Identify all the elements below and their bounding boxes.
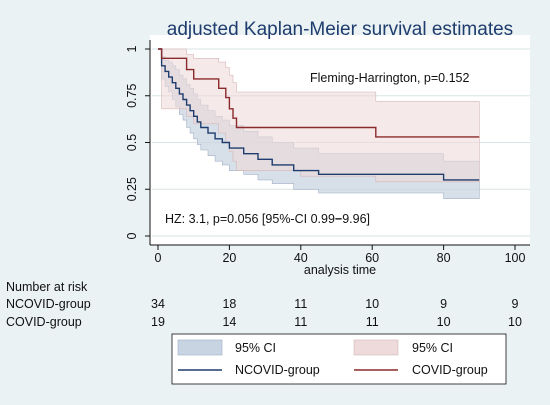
risk-row-label: COVID-group	[6, 315, 82, 329]
legend-band-covid-label: 95% CI	[412, 341, 453, 355]
survival-line-covid	[158, 48, 480, 138]
risk-count: 10	[508, 315, 522, 329]
risk-row-label: NCOVID-group	[6, 297, 91, 311]
risk-count: 14	[222, 315, 236, 329]
chart-title: adjusted Kaplan-Meier survival estimates	[167, 19, 513, 40]
test-annotation: Fleming-Harrington, p=0.152	[310, 71, 470, 85]
legend-band-ncovid-label: 95% CI	[235, 341, 276, 355]
x-axis-label: analysis time	[304, 263, 376, 277]
risk-count: 34	[151, 297, 165, 311]
risk-count: 11	[366, 315, 379, 329]
y-tick-label: 0.75	[125, 84, 139, 108]
risk-count: 11	[294, 297, 307, 311]
survival-lines	[158, 48, 480, 181]
hazard-text: HZ: 3.1, p=0.056 [95%-CI 0.99	[165, 212, 335, 226]
x-tick-label: 0	[155, 251, 162, 265]
y-tick-label: 1	[125, 45, 139, 52]
legend-band-covid-swatch	[353, 339, 399, 356]
x-tick-label: 60	[365, 251, 379, 265]
risk-table: NCOVID-group 34 18 11 10 9 9 COVID-group 19 14 11 1…	[6, 297, 522, 329]
risk-count: 10	[437, 315, 451, 329]
legend-covid-label: COVID-group	[412, 363, 488, 377]
legend-ncovid-label: NCOVID-group	[235, 363, 320, 377]
x-tick-label: 40	[294, 251, 308, 265]
axes: 0 0.25 0.5 0.75 1 0 20 40 60 80 100	[125, 40, 530, 265]
x-tick-label: 100	[505, 251, 526, 265]
legend: 95% CI 95% CI NCOVID-group COVID-group	[171, 333, 507, 385]
hazard-annotation: HZ: 3.1, p=0.056 [95%-CI 0.99−9.96]	[165, 212, 370, 226]
hazard-end-text: 9.96]	[342, 212, 370, 226]
y-tick-label: 0.5	[125, 134, 139, 151]
y-tick-label: 0.25	[125, 177, 139, 201]
legend-box	[171, 333, 507, 385]
risk-count: 9	[440, 297, 447, 311]
survival-line-ncovid	[158, 48, 480, 181]
risk-count: 18	[222, 297, 236, 311]
risk-count: 11	[294, 315, 307, 329]
x-tick-label: 20	[222, 251, 236, 265]
x-tick-label: 80	[437, 251, 451, 265]
risk-count: 10	[365, 297, 379, 311]
legend-band-ncovid-swatch	[177, 339, 223, 356]
risk-count: 19	[151, 315, 165, 329]
hazard-dash: −	[335, 212, 342, 226]
y-tick-label: 0	[125, 232, 139, 239]
risk-count: 9	[512, 297, 519, 311]
risk-table-title: Number at risk	[6, 280, 88, 294]
